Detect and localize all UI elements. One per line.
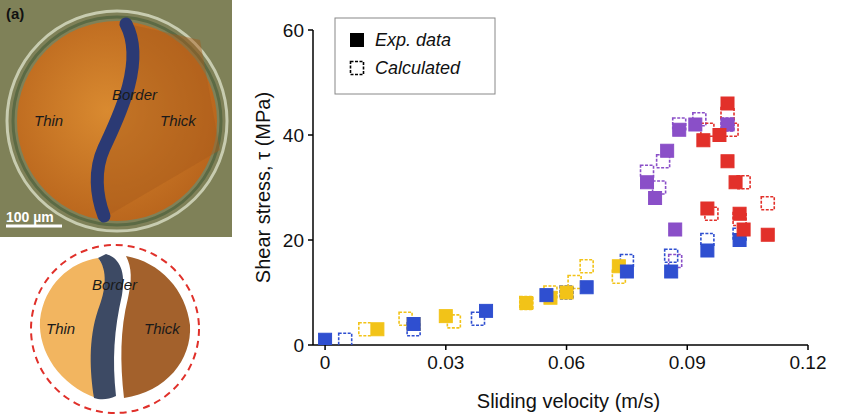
y-tick [308,29,313,31]
points [319,97,775,345]
data-point [439,310,452,323]
x-tick [566,345,568,350]
border-band [97,24,133,216]
data-point [520,297,533,310]
data-point [480,304,493,317]
dashed-circle [31,245,199,413]
y-tick [308,134,313,136]
legend-box [335,18,495,94]
legend-marker [351,62,364,75]
y-tick-label: 60 [283,20,304,41]
region-label: Border [92,276,138,293]
x-tick-label: 0 [320,352,331,373]
data-point [580,260,593,273]
data-point [729,176,742,189]
data-point [701,244,714,257]
x-tick-label: 0.12 [790,352,827,373]
micrograph: Border Thin Thick (a) 100 µm [0,0,232,237]
legend-marker [351,34,364,47]
chart: 0 0.03 0.06 0.09 0.12 0 20 40 60 Sliding velocity… [252,18,826,412]
data-point [520,297,533,310]
x-tick-label: 0.09 [669,352,706,373]
data-point [721,97,734,110]
figure: Border Thin Thick (a) 100 µm Border Thin Thick 0… [0,0,859,419]
data-point [339,333,352,345]
scale-bar-label: 100 µm [6,209,54,225]
data-point [673,123,686,136]
legend: Exp. data Calculated [335,18,495,94]
data-point [713,129,726,142]
y-axis [312,30,314,345]
x-tick [445,345,447,350]
data-point [689,118,702,131]
y-tick [308,344,313,346]
data-point [701,202,714,215]
y-axis-title: Shear stress, τ (MPa) [252,92,274,283]
region-label: Thin [46,320,75,337]
data-point [733,207,746,220]
region-label: Thick [160,112,197,129]
data-point [359,323,372,336]
data-point [661,144,674,157]
data-point [407,318,420,331]
x-axis-title: Sliding velocity (m/s) [477,390,660,412]
data-point [371,323,384,336]
region-label: Thick [144,320,181,337]
data-point [319,333,332,345]
data-point [560,286,573,299]
data-point [761,228,774,241]
data-point [737,223,750,236]
x-axis [313,344,808,346]
micrograph-background [0,0,232,237]
data-point [721,155,734,168]
data-point [665,249,678,262]
legend-label: Exp. data [375,30,451,50]
x-tick [324,345,326,350]
region-label: Border [112,86,158,103]
x-tick [687,345,689,350]
region-label: Thin [34,112,63,129]
x-tick-label: 0.06 [548,352,585,373]
outer-ring [13,17,221,225]
data-point [560,286,573,299]
data-point [540,289,553,302]
scale-bar [6,225,62,228]
data-point [649,192,662,205]
data-point [665,265,678,278]
data-point [669,223,682,236]
panel-label: (a) [6,5,24,22]
outer-ring [7,11,227,231]
legend-label: Calculated [375,58,461,78]
data-point [620,265,633,278]
data-point [761,197,774,210]
data-point [641,176,654,189]
x-tick [807,345,809,350]
y-tick-label: 40 [283,125,304,146]
y-tick-label: 0 [293,335,304,356]
data-point [697,134,710,147]
y-tick-label: 20 [283,230,304,251]
data-point [407,318,420,331]
schematic: Border Thin Thick [31,245,199,413]
y-tick [308,239,313,241]
data-point [580,281,593,294]
x-tick-label: 0.03 [427,352,464,373]
